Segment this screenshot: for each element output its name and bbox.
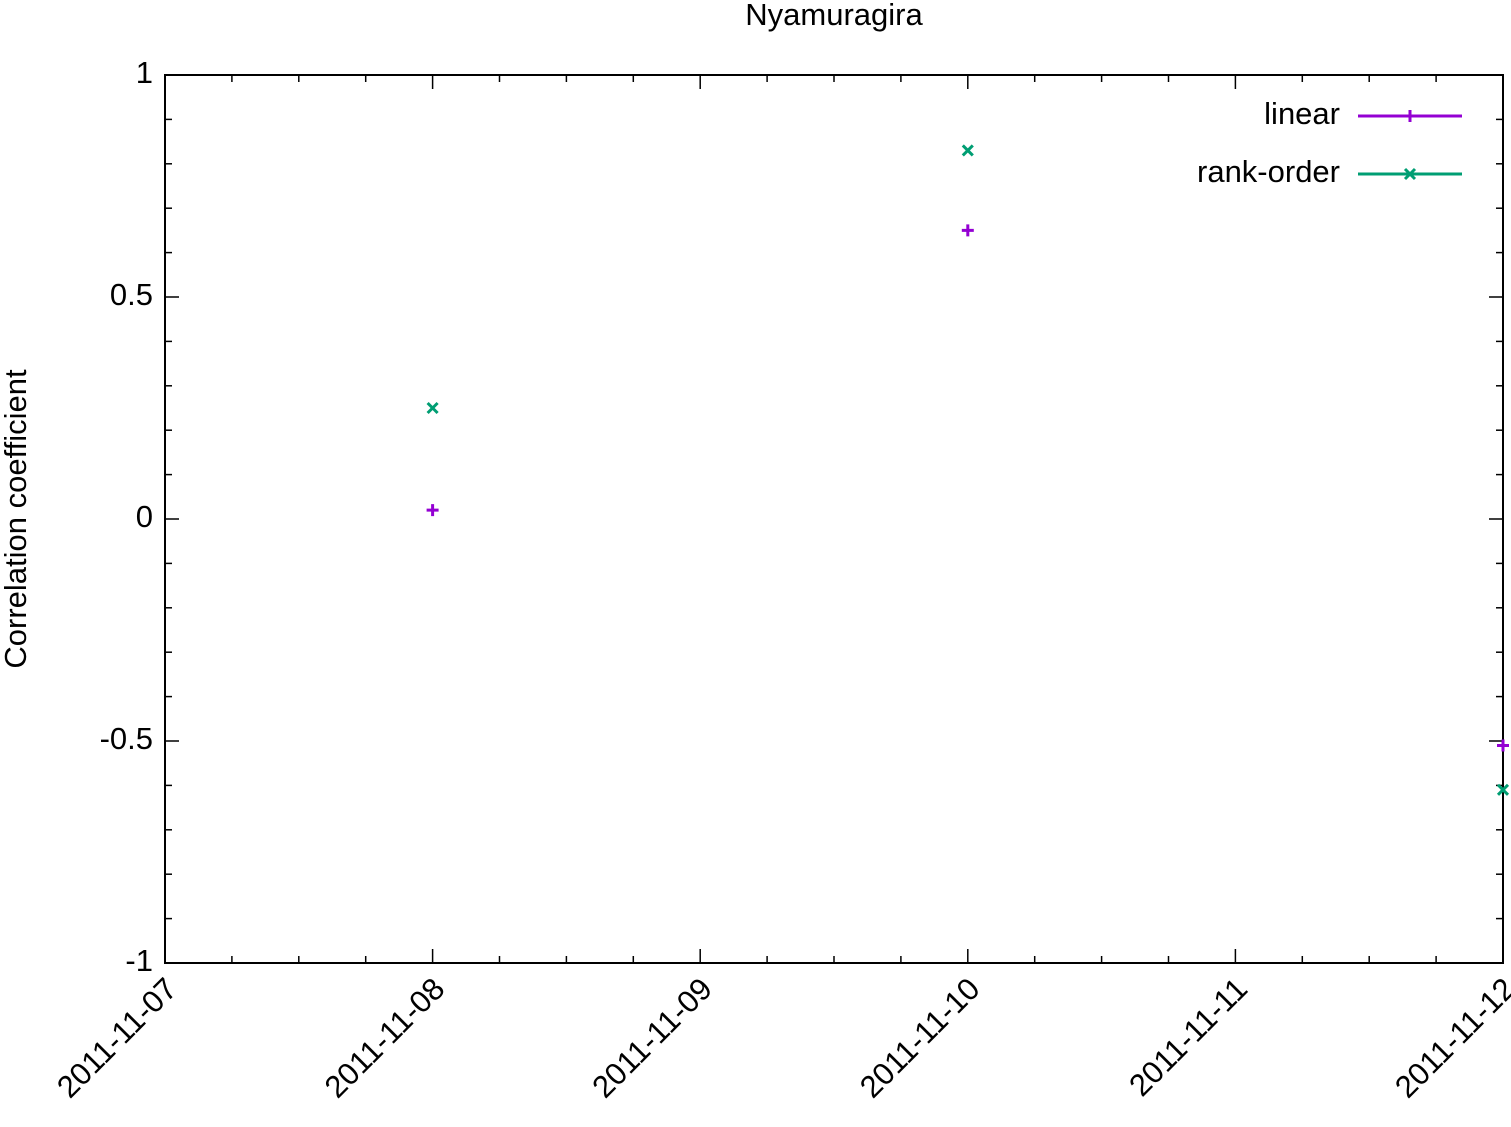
x-tick-label: 2011-11-11: [1122, 971, 1254, 1103]
y-tick-label: 0: [136, 499, 153, 534]
y-axis-label: Correlation coefficient: [0, 369, 33, 669]
legend-label: rank-order: [1197, 154, 1340, 189]
x-tick-label: 2011-11-07: [50, 971, 184, 1105]
point: [426, 401, 439, 415]
point: [1496, 783, 1510, 796]
y-tick-label: -1: [125, 943, 153, 978]
chart-title: Nyamuragira: [745, 0, 923, 32]
point: [426, 504, 439, 517]
point: [961, 224, 974, 237]
y-tick-label: -0.5: [100, 721, 153, 756]
x-tick-label: 2011-11-10: [853, 971, 987, 1105]
y-tick-label: 1: [136, 55, 153, 90]
x-tick-label: 2011-11-09: [585, 971, 719, 1105]
point: [1497, 739, 1509, 752]
legend-marker: [1404, 110, 1416, 122]
x-tick-label: 2011-11-08: [318, 971, 452, 1105]
x-tick-label: 2011-11-12: [1388, 971, 1511, 1105]
plot-frame: [164, 74, 1504, 964]
legend-label: linear: [1264, 96, 1340, 131]
y-tick-label: 0.5: [110, 277, 153, 312]
legend-marker: [1403, 167, 1417, 181]
point: [961, 144, 974, 157]
